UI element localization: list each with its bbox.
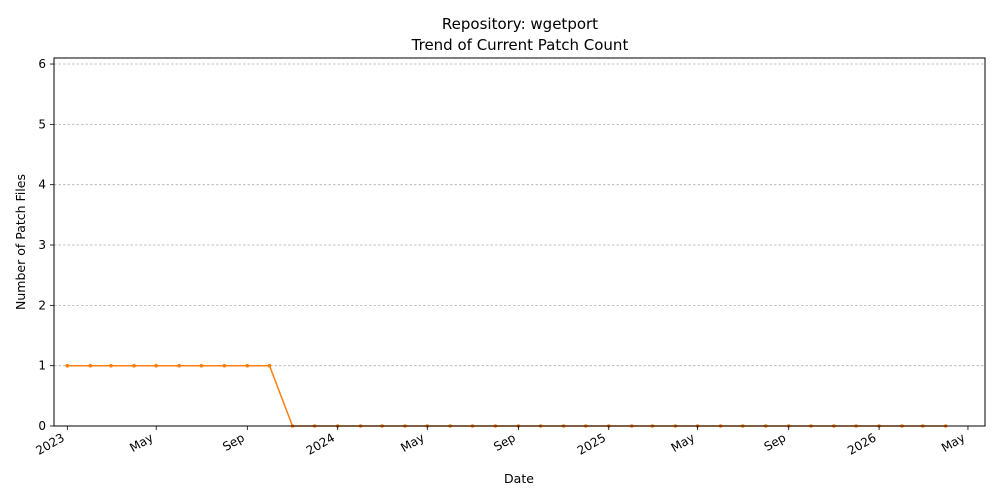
y-tick-label: 0 — [38, 419, 46, 433]
y-tick-label: 6 — [38, 57, 46, 71]
gridlines — [54, 63, 985, 367]
data-point — [177, 363, 181, 368]
data-point — [245, 363, 250, 368]
x-tick-label: Sep — [491, 430, 518, 453]
x-tick-label: 2026 — [845, 430, 878, 457]
data-point — [222, 363, 227, 368]
y-axis-ticks: 0 1 2 3 4 5 6 — [38, 57, 54, 433]
x-tick-label: 2024 — [304, 430, 337, 457]
data-point — [132, 363, 136, 368]
data-point — [154, 363, 158, 368]
x-axis-label: Date — [504, 471, 534, 486]
chart-subtitle: Trend of Current Patch Count — [411, 36, 629, 54]
x-axis-ticks: 2023 May Sep 2024 May Sep 2025 May Sep 2026 May — [33, 426, 969, 458]
chart-title: Repository: wgetport — [442, 15, 598, 33]
x-tick-label: Sep — [220, 430, 247, 453]
x-tick-label: May — [669, 430, 697, 455]
x-tick-label: Sep — [762, 430, 789, 453]
x-tick-label: May — [398, 430, 426, 455]
x-tick-label: 2025 — [575, 430, 608, 457]
x-tick-label: 2023 — [33, 430, 66, 457]
data-series — [65, 363, 948, 428]
y-axis-label: Number of Patch Files — [13, 174, 28, 310]
data-point — [65, 363, 70, 368]
plot-area — [53, 57, 986, 427]
series-line — [67, 364, 946, 427]
x-tick-label: May — [127, 430, 155, 455]
data-point — [88, 363, 93, 368]
y-tick-label: 4 — [38, 178, 46, 192]
data-point — [267, 363, 272, 368]
y-tick-label: 2 — [38, 298, 46, 312]
data-point — [109, 363, 113, 368]
x-tick-label: May — [939, 430, 967, 455]
y-tick-label: 3 — [38, 238, 46, 252]
y-tick-label: 5 — [38, 117, 46, 131]
y-tick-label: 1 — [38, 359, 46, 373]
data-point — [199, 363, 204, 368]
